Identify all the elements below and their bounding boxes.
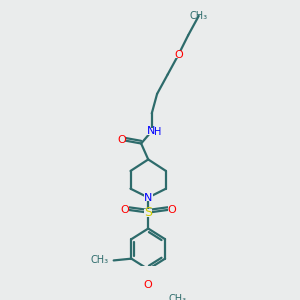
Text: N: N xyxy=(144,193,152,202)
Text: CH₃: CH₃ xyxy=(190,11,208,21)
Text: H: H xyxy=(154,127,162,137)
Text: S: S xyxy=(144,206,152,219)
Text: N: N xyxy=(147,126,155,136)
Text: CH₃: CH₃ xyxy=(169,294,187,300)
FancyBboxPatch shape xyxy=(145,282,152,289)
Text: O: O xyxy=(117,135,126,145)
Text: O: O xyxy=(120,205,129,215)
FancyBboxPatch shape xyxy=(175,51,182,58)
Text: CH₃: CH₃ xyxy=(90,255,108,266)
FancyBboxPatch shape xyxy=(120,206,129,214)
FancyBboxPatch shape xyxy=(144,208,152,217)
Text: O: O xyxy=(174,50,183,60)
FancyBboxPatch shape xyxy=(168,206,177,214)
Text: O: O xyxy=(168,205,176,215)
Text: O: O xyxy=(144,280,153,290)
FancyBboxPatch shape xyxy=(144,194,153,201)
FancyBboxPatch shape xyxy=(146,128,158,135)
FancyBboxPatch shape xyxy=(118,136,125,143)
